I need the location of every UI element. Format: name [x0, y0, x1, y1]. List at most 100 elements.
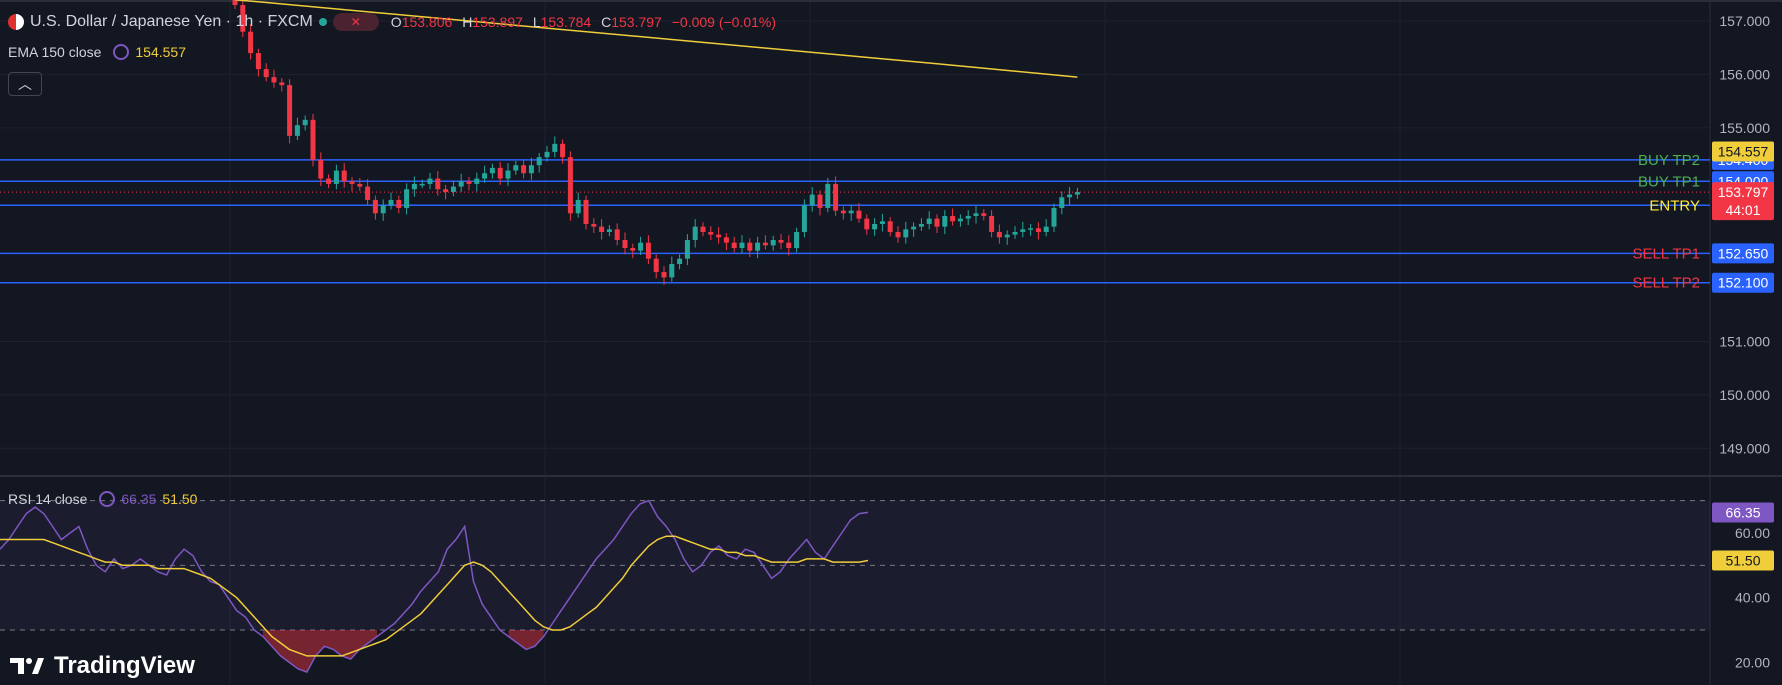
candle-body — [536, 157, 542, 166]
price-tick-label: 157.000 — [1719, 13, 1770, 29]
tradingview-logo-icon — [10, 658, 44, 674]
candle-body — [591, 223, 597, 227]
candle-body — [450, 186, 456, 192]
symbol-legend: U.S. Dollar / Japanese Yen · 1h · FXCM ✕… — [8, 13, 776, 31]
level-label: SELL TP1 — [1632, 245, 1700, 262]
candle-body — [287, 85, 293, 136]
candle-body — [505, 170, 511, 179]
rsi-tick-label: 60.00 — [1735, 525, 1770, 541]
candle-body — [474, 178, 480, 184]
candle-body — [248, 31, 254, 54]
candle-body — [482, 173, 488, 179]
price-badge-text: 153.797 — [1718, 184, 1769, 200]
rsi-label[interactable]: RSI 14 close — [8, 491, 88, 507]
candle-body — [333, 170, 339, 184]
candle-body — [255, 53, 261, 70]
candle-body — [372, 199, 378, 214]
candle-body — [521, 165, 527, 174]
rsi-value: 66.35 — [121, 491, 157, 507]
candle-body — [801, 205, 807, 232]
candle-body — [263, 69, 269, 78]
candle-body — [996, 231, 1002, 238]
candle-body — [411, 183, 417, 190]
candle-body — [786, 242, 792, 249]
candle-body — [700, 226, 706, 232]
rsi-legend: RSI 14 close 66.35 51.50 — [8, 491, 197, 507]
candle-body — [1020, 229, 1026, 232]
level-label: ENTRY — [1649, 197, 1700, 214]
candle-body — [419, 183, 425, 186]
candle-body — [380, 205, 386, 214]
candle-body — [349, 181, 355, 184]
candle-body — [497, 167, 503, 179]
close-price-icon[interactable]: ✕ — [332, 13, 379, 31]
price-tick-label: 156.000 — [1719, 66, 1770, 82]
candle-body — [809, 194, 815, 206]
tradingview-logo[interactable]: TradingView — [10, 652, 195, 680]
candle-body — [864, 218, 870, 230]
candle-body — [357, 183, 363, 187]
candle-body — [911, 226, 917, 230]
candle-body — [965, 215, 971, 219]
ema-legend: EMA 150 close 154.557 — [8, 44, 186, 60]
candle-body — [365, 186, 371, 200]
candle-body — [723, 237, 729, 243]
candle-body — [942, 215, 948, 227]
rsi-oversold-fill — [508, 630, 544, 650]
rsi-badge-text: 51.50 — [1725, 552, 1760, 568]
market-open-icon — [318, 18, 327, 26]
ema-refresh-icon[interactable] — [113, 44, 130, 60]
candle-body — [567, 157, 573, 214]
candle-body — [614, 229, 620, 240]
price-tick-label: 151.000 — [1719, 333, 1770, 349]
candle-body — [653, 258, 659, 273]
candle-body — [427, 178, 433, 184]
low-value: 153.784 — [540, 14, 592, 30]
candle-body — [661, 272, 667, 278]
rsi-refresh-icon[interactable] — [99, 491, 116, 507]
candle-body — [731, 242, 737, 249]
ema-value: 154.557 — [135, 44, 186, 60]
candle-body — [630, 248, 636, 251]
candle-body — [918, 223, 924, 227]
candle-body — [341, 170, 347, 182]
candle-body — [739, 242, 745, 249]
candle-body — [622, 240, 628, 249]
candle-body — [879, 221, 885, 224]
candle-body — [1059, 197, 1065, 208]
candle-body — [404, 189, 410, 208]
usdjpy-flag-icon — [8, 14, 24, 30]
candle-body — [271, 77, 277, 83]
candle-body — [552, 143, 558, 152]
price-badge — [1712, 182, 1774, 221]
ema-label[interactable]: EMA 150 close — [8, 44, 102, 60]
candle-body — [692, 226, 698, 240]
level-price-text: 152.650 — [1718, 245, 1769, 261]
logo-text: TradingView — [54, 652, 195, 679]
candle-body — [599, 226, 605, 232]
candle-body — [903, 229, 909, 238]
rsi-tick-label: 20.00 — [1735, 654, 1770, 670]
candle-body — [388, 199, 394, 206]
candle-body — [232, 0, 238, 5]
ema-150-line — [234, 0, 1078, 78]
candle-body — [1051, 207, 1057, 227]
price-tick-label: 149.000 — [1719, 440, 1770, 456]
candle-body — [708, 231, 714, 235]
candle-body — [684, 240, 690, 259]
candle-body — [1074, 192, 1080, 195]
candle-body — [817, 194, 823, 208]
symbol-title[interactable]: U.S. Dollar / Japanese Yen · 1h · FXCM — [30, 13, 313, 30]
level-price-badge — [1712, 243, 1774, 264]
candle-body — [747, 242, 753, 251]
candle-body — [895, 231, 901, 238]
level-label: SELL TP2 — [1632, 275, 1700, 292]
candle-body — [1043, 226, 1049, 232]
candle-body — [638, 242, 644, 251]
candle-body — [544, 151, 550, 158]
collapse-legend-button[interactable]: ︿ — [8, 72, 42, 96]
candle-body — [840, 210, 846, 214]
candle-body — [934, 218, 940, 227]
candle-body — [560, 143, 566, 158]
